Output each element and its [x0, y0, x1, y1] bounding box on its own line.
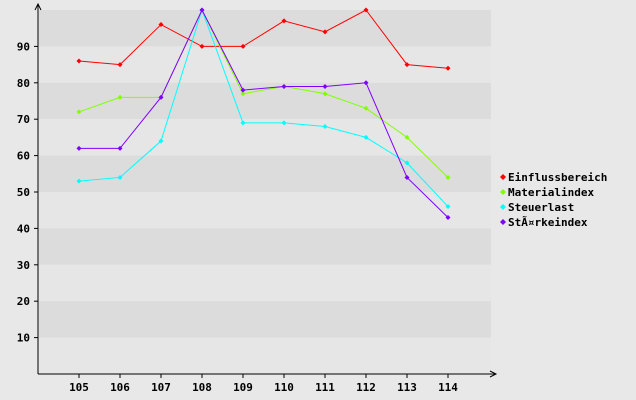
- legend-marker: [500, 219, 506, 225]
- y-tick-label: 10: [17, 332, 30, 345]
- legend-label: Materialindex: [508, 186, 594, 199]
- grid-band: [39, 337, 491, 374]
- legend: Einflussbereich Materialindex Steuerlast St…: [500, 171, 607, 229]
- data-point: [199, 43, 205, 49]
- data-point: [240, 87, 246, 93]
- data-point: [158, 138, 164, 144]
- data-point: [117, 145, 123, 151]
- data-point: [404, 160, 410, 166]
- data-point: [445, 65, 451, 71]
- legend-marker: [500, 204, 506, 210]
- data-point: [322, 91, 328, 97]
- grid-band: [39, 228, 491, 265]
- y-tick-label: 50: [17, 186, 30, 199]
- data-point: [363, 134, 369, 140]
- legend-label: Einflussbereich: [508, 171, 607, 184]
- data-point: [281, 83, 287, 89]
- series-group: [76, 7, 451, 220]
- legend-label: StÃ¤rkeindex: [508, 216, 588, 229]
- grid-band: [39, 119, 491, 156]
- data-point: [158, 22, 164, 28]
- x-axis-ticks: 105 106 107 108 109 110 111 112 113 114: [69, 374, 458, 394]
- x-tick-label: 113: [397, 381, 417, 394]
- data-point: [117, 174, 123, 180]
- data-point: [445, 214, 451, 220]
- series-line: [78, 9, 449, 69]
- x-tick-label: 114: [438, 381, 458, 394]
- x-tick-label: 109: [233, 381, 253, 394]
- data-point: [363, 7, 369, 13]
- y-tick-label: 20: [17, 295, 30, 308]
- y-tick-label: 80: [17, 77, 30, 90]
- data-point: [240, 120, 246, 126]
- data-point: [76, 109, 82, 115]
- x-tick-label: 111: [315, 381, 335, 394]
- data-point: [322, 123, 328, 129]
- y-axis-arrow: [34, 2, 42, 11]
- data-point: [445, 204, 451, 210]
- y-axis-ticks: 10 20 30 40 50 60 70 80 90: [17, 40, 38, 345]
- data-point: [363, 80, 369, 86]
- data-point: [404, 174, 410, 180]
- axes: [34, 2, 498, 378]
- data-point: [240, 91, 246, 97]
- grid-band: [39, 264, 491, 302]
- data-point: [363, 105, 369, 111]
- data-point: [117, 94, 123, 100]
- plot-bands: [39, 10, 491, 374]
- grid-band: [39, 10, 491, 47]
- y-tick-label: 60: [17, 150, 30, 163]
- series-line: [78, 8, 449, 207]
- legend-label: Steuerlast: [508, 201, 574, 214]
- data-point: [117, 62, 123, 68]
- data-point: [76, 58, 82, 64]
- grid-band: [39, 82, 491, 120]
- data-point: [322, 29, 328, 35]
- data-point: [281, 120, 287, 126]
- data-point: [76, 178, 82, 184]
- data-point: [404, 62, 410, 68]
- grid-band: [39, 301, 491, 338]
- legend-marker: [500, 174, 506, 180]
- x-tick-label: 112: [356, 381, 376, 394]
- y-tick-label: 30: [17, 259, 30, 272]
- y-tick-label: 40: [17, 222, 30, 235]
- series-line: [78, 8, 449, 178]
- x-tick-label: 108: [192, 381, 212, 394]
- x-tick-label: 107: [151, 381, 171, 394]
- grid-band: [39, 192, 491, 229]
- x-tick-label: 106: [110, 381, 130, 394]
- x-tick-label: 105: [69, 381, 89, 394]
- x-axis-arrow: [489, 370, 498, 378]
- data-point: [158, 94, 164, 100]
- grid-band: [39, 155, 491, 192]
- legend-marker: [500, 189, 506, 195]
- data-point: [240, 43, 246, 49]
- y-tick-label: 70: [17, 113, 30, 126]
- data-point: [322, 83, 328, 89]
- grid-band: [39, 46, 491, 83]
- data-point: [199, 7, 205, 13]
- y-tick-label: 90: [17, 40, 30, 53]
- data-point: [281, 18, 287, 24]
- series-line: [79, 8, 449, 218]
- x-tick-label: 110: [274, 381, 294, 394]
- data-point: [404, 134, 410, 140]
- data-point: [76, 145, 82, 151]
- data-point: [445, 174, 451, 180]
